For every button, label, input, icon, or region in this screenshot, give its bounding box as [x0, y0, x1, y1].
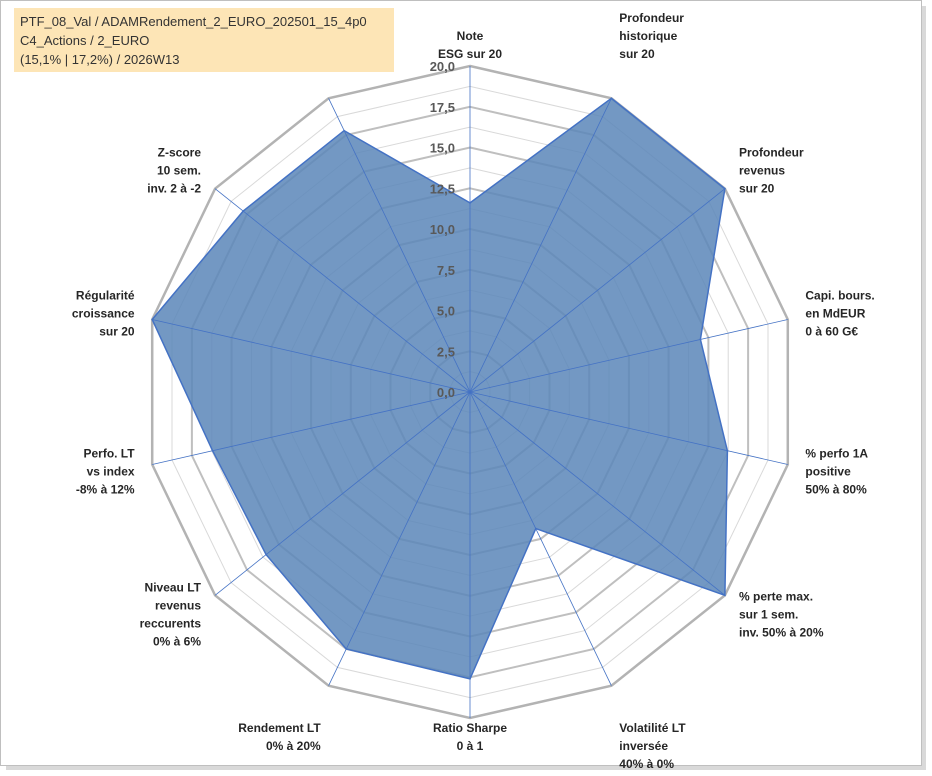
frame-shadow-bottom	[6, 766, 926, 770]
spoke-line	[214, 188, 471, 393]
spoke-line	[214, 391, 471, 596]
category-label: sur 20	[99, 324, 135, 338]
category-label: Profondeur	[739, 146, 804, 160]
data-point	[151, 318, 153, 321]
frame-shadow-right	[922, 6, 926, 770]
data-point	[469, 202, 471, 204]
category-label: 10 sem.	[157, 164, 201, 178]
data-point	[724, 187, 726, 190]
spoke-line	[328, 98, 471, 393]
category-label: historique	[619, 29, 677, 43]
axis-tick-label: 2,5	[437, 344, 455, 359]
category-label: 0 à 60 G€	[805, 324, 858, 338]
axis-tick-label: 5,0	[437, 304, 455, 319]
category-label: 0% à 20%	[266, 739, 321, 753]
data-point	[343, 129, 345, 132]
data-point	[211, 450, 214, 452]
data-point	[265, 553, 267, 556]
data-point	[726, 450, 729, 452]
category-label: Rendement LT	[238, 721, 321, 735]
spoke-line	[328, 391, 471, 686]
data-point	[242, 210, 244, 212]
spoke-line	[469, 391, 788, 465]
category-label: positive	[805, 465, 851, 479]
category-label: Régularité	[76, 288, 135, 302]
data-point	[724, 594, 726, 597]
category-label: -8% à 12%	[76, 483, 135, 497]
category-label: Profondeur	[619, 11, 684, 25]
category-label: % perte max.	[739, 590, 813, 604]
category-label: sur 20	[739, 182, 775, 196]
data-point	[345, 648, 348, 650]
category-label: inv. 50% à 20%	[739, 626, 824, 640]
axis-tick-label: 12,5	[430, 181, 455, 196]
data-point	[610, 97, 613, 100]
spoke-line	[469, 188, 726, 393]
category-label: Perfo. LT	[83, 447, 135, 461]
category-label: revenus	[739, 164, 785, 178]
category-label: revenus	[155, 599, 201, 613]
data-point	[535, 527, 537, 530]
axis-tick-label: 0,0	[437, 385, 455, 400]
axis-tick-label: 7,5	[437, 263, 455, 278]
axis-tick-label: 15,0	[430, 141, 455, 156]
asset-class: C4_Actions / 2_EURO	[20, 33, 150, 48]
period-stats: (15,1% | 17,2%) / 2026W13	[20, 52, 180, 67]
axis-tick-label: 20,0	[430, 59, 455, 74]
spoke-line	[152, 319, 471, 393]
spoke-line	[469, 98, 612, 393]
category-label: sur 1 sem.	[739, 608, 798, 622]
category-label: Capi. bours.	[805, 288, 874, 302]
category-label: reccurents	[140, 617, 202, 631]
axis-tick-label: 10,0	[430, 222, 455, 237]
chart-frame	[0, 0, 922, 766]
category-label: 0% à 6%	[153, 635, 201, 649]
category-label: Z-score	[158, 146, 202, 160]
category-label: en MdEUR	[805, 306, 865, 320]
portfolio-title: PTF_08_Val / ADAMRendement_2_EURO_202501…	[20, 14, 367, 29]
category-label: 50% à 80%	[805, 483, 867, 497]
spoke-line	[469, 391, 612, 686]
spoke-line	[469, 391, 726, 596]
data-point	[699, 338, 702, 341]
chart-info-box: PTF_08_Val / ADAMRendement_2_EURO_202501…	[14, 8, 394, 72]
category-label: 0 à 1	[457, 739, 484, 753]
category-label: Niveau LT	[145, 581, 202, 595]
category-label: vs index	[87, 465, 135, 479]
category-label: inv. 2 à -2	[147, 182, 201, 196]
category-label: croissance	[72, 306, 135, 320]
category-label: Ratio Sharpe	[433, 721, 507, 735]
category-label: Note	[457, 29, 484, 43]
category-label: ESG sur 20	[438, 47, 502, 61]
category-label: inversée	[619, 739, 668, 753]
category-label: sur 20	[619, 47, 655, 61]
axis-tick-label: 17,5	[430, 100, 455, 115]
spoke-line	[469, 319, 788, 393]
category-label: 40% à 0%	[619, 757, 674, 771]
spoke-line	[152, 391, 471, 465]
category-label: Volatilité LT	[619, 721, 686, 735]
category-label: % perfo 1A	[805, 447, 868, 461]
data-point	[469, 678, 471, 680]
